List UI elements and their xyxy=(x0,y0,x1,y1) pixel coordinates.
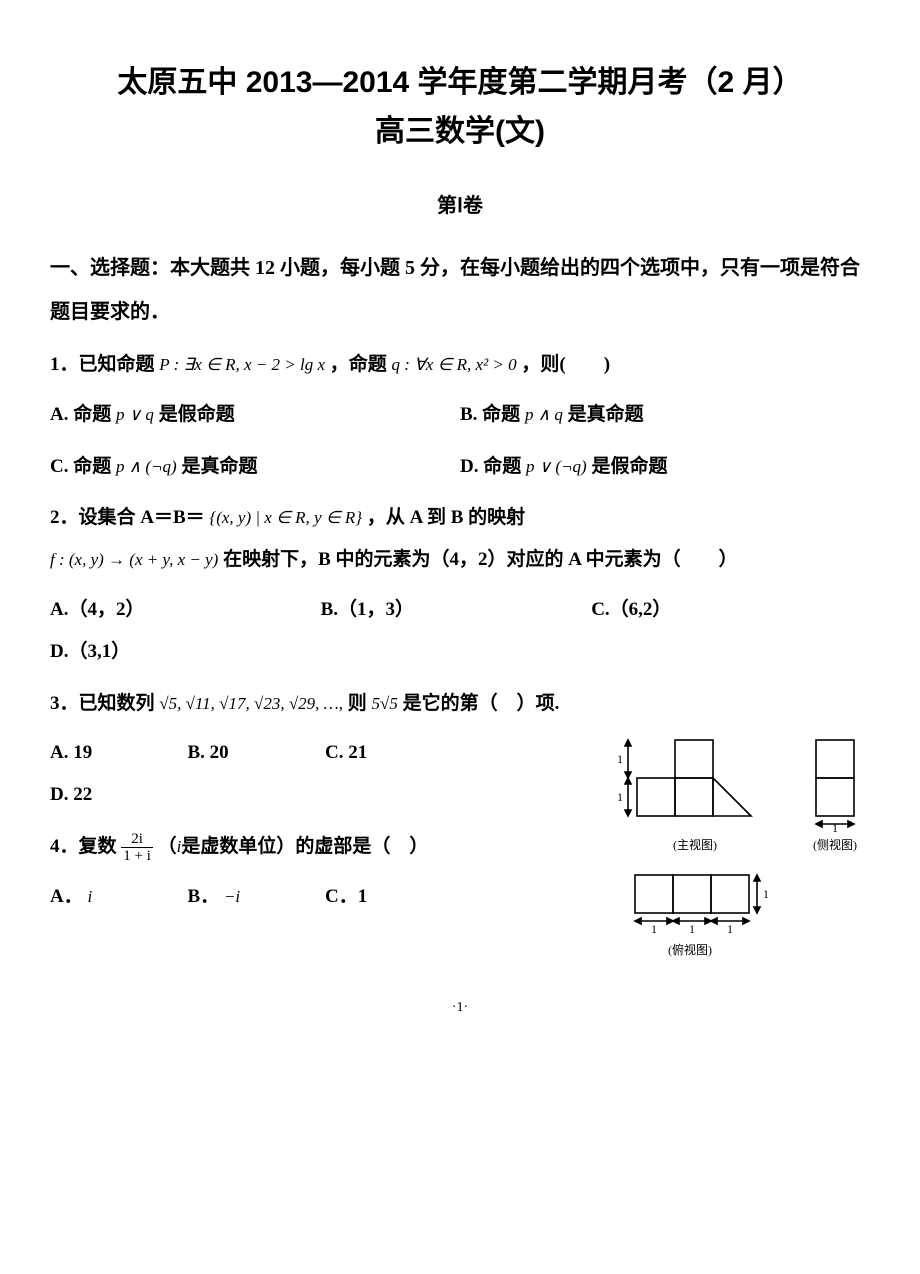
q3-val-expr: 5√5 xyxy=(372,694,398,713)
top-view-caption: (俯视图) xyxy=(610,937,770,963)
q1-options-row2: C. 命题 p ∧ (¬q) 是真命题 D. 命题 p ∨ (¬q) 是假命题 xyxy=(50,446,870,488)
front-view-caption: (主视图) xyxy=(610,832,780,858)
q1-d-expr: p ∨ (¬q) xyxy=(526,457,587,476)
q1-c-suffix: 是真命题 xyxy=(181,456,257,477)
page-number: ·1· xyxy=(50,993,870,1024)
q1-options-row1: A. 命题 p ∨ q 是假命题 B. 命题 p ∧ q 是真命题 xyxy=(50,394,870,436)
q2-opt-d: D.（3,1） xyxy=(50,631,870,673)
q1-q-expr: q : ∀x ∈ R, x² > 0 xyxy=(392,355,517,374)
q1-b-suffix: 是真命题 xyxy=(568,404,644,425)
q4-b-expr: −i xyxy=(224,887,240,906)
question-3: 3．已知数列 √5, √11, √17, √23, √29, …, 则 5√5 … xyxy=(50,683,870,725)
dim-label: 1 xyxy=(727,922,733,936)
exam-title-line1: 太原五中 2013—2014 学年度第二学期月考（2 月） xyxy=(50,60,870,105)
q1-p-expr: P : ∃x ∈ R, x − 2 > lg x xyxy=(159,355,325,374)
q4-frac-den: 1 + i xyxy=(121,848,153,865)
side-view-caption: (侧视图) xyxy=(800,832,870,858)
q4-a-expr: i xyxy=(87,887,92,906)
q4-opt-c: C．1 xyxy=(325,876,463,918)
q2-set-expr: {(x, y) | x ∈ R, y ∈ R} xyxy=(209,508,362,527)
q3-opt-c: C. 21 xyxy=(325,732,463,774)
q2-prefix: 2．设集合 A＝B＝ xyxy=(50,507,205,528)
dim-label: 1 xyxy=(832,821,838,832)
q1-a-expr: p ∨ q xyxy=(116,405,154,424)
q2-map-expr: f : (x, y) → (x + y, x − y) xyxy=(50,550,218,569)
question-2: 2．设集合 A＝B＝ {(x, y) | x ∈ R, y ∈ R} ，从 A … xyxy=(50,497,870,581)
q2-opt-a: A.（4，2） xyxy=(50,589,321,631)
top-view-svg: 1 1 1 1 xyxy=(610,867,790,937)
q1-d-suffix: 是假命题 xyxy=(591,456,667,477)
dim-label: 1 xyxy=(651,922,657,936)
q3-suffix: 是它的第（ ）项. xyxy=(403,693,560,714)
front-view-svg: 1 1 xyxy=(610,732,780,832)
q2-opt-b: B.（1，3） xyxy=(321,589,592,631)
dim-label: 1 xyxy=(617,752,623,766)
q1-a-prefix: A. 命题 xyxy=(50,404,111,425)
q1-mid: ，命题 xyxy=(330,354,387,375)
three-view-figure: 1 1 (主视图) 1 (侧视图 xyxy=(610,732,870,963)
q1-prefix: 1．已知命题 xyxy=(50,354,155,375)
q2-options: A.（4，2） B.（1，3） C.（6,2） D.（3,1） xyxy=(50,589,870,673)
q1-suffix: ，则( ) xyxy=(521,354,610,375)
q1-b-prefix: B. 命题 xyxy=(460,404,520,425)
q4-frac-num: 2i xyxy=(121,831,153,849)
q2-opt-c: C.（6,2） xyxy=(591,589,862,631)
q4-a-prefix: A． xyxy=(50,886,83,907)
side-view-svg: 1 xyxy=(800,732,870,832)
q3-mid: 则 xyxy=(348,693,367,714)
q3-seq-expr: √5, √11, √17, √23, √29, …, xyxy=(159,694,343,713)
dim-label: 1 xyxy=(689,922,695,936)
q1-a-suffix: 是假命题 xyxy=(159,404,235,425)
q4-suffix: 是虚数单位）的虚部是（ ） xyxy=(181,836,428,857)
question-1: 1．已知命题 P : ∃x ∈ R, x − 2 > lg x ，命题 q : … xyxy=(50,344,870,386)
q3-prefix: 3．已知数列 xyxy=(50,693,155,714)
q1-c-prefix: C. 命题 xyxy=(50,456,111,477)
q2-mid: ，从 A 到 B 的映射 xyxy=(367,507,525,528)
q2-suffix: 在映射下，B 中的元素为（4，2）对应的 A 中元素为（ ） xyxy=(223,549,738,570)
q4-fraction: 2i 1 + i xyxy=(121,831,153,865)
q1-d-prefix: D. 命题 xyxy=(460,456,521,477)
dim-label: 1 xyxy=(763,887,769,901)
q4-mid: （ xyxy=(158,836,177,857)
exam-title-line2: 高三数学(文) xyxy=(50,109,870,154)
q1-b-expr: p ∧ q xyxy=(525,405,563,424)
q4-prefix: 4．复数 xyxy=(50,836,117,857)
q1-c-expr: p ∧ (¬q) xyxy=(116,457,177,476)
instructions: 一、选择题：本大题共 12 小题，每小题 5 分，在每小题给出的四个选项中，只有… xyxy=(50,246,870,334)
q4-b-prefix: B． xyxy=(188,886,220,907)
q3-opt-a: A. 19 xyxy=(50,732,188,774)
dim-label: 1 xyxy=(617,790,623,804)
q3-opt-b: B. 20 xyxy=(188,732,326,774)
section-label: 第Ⅰ卷 xyxy=(50,184,870,228)
